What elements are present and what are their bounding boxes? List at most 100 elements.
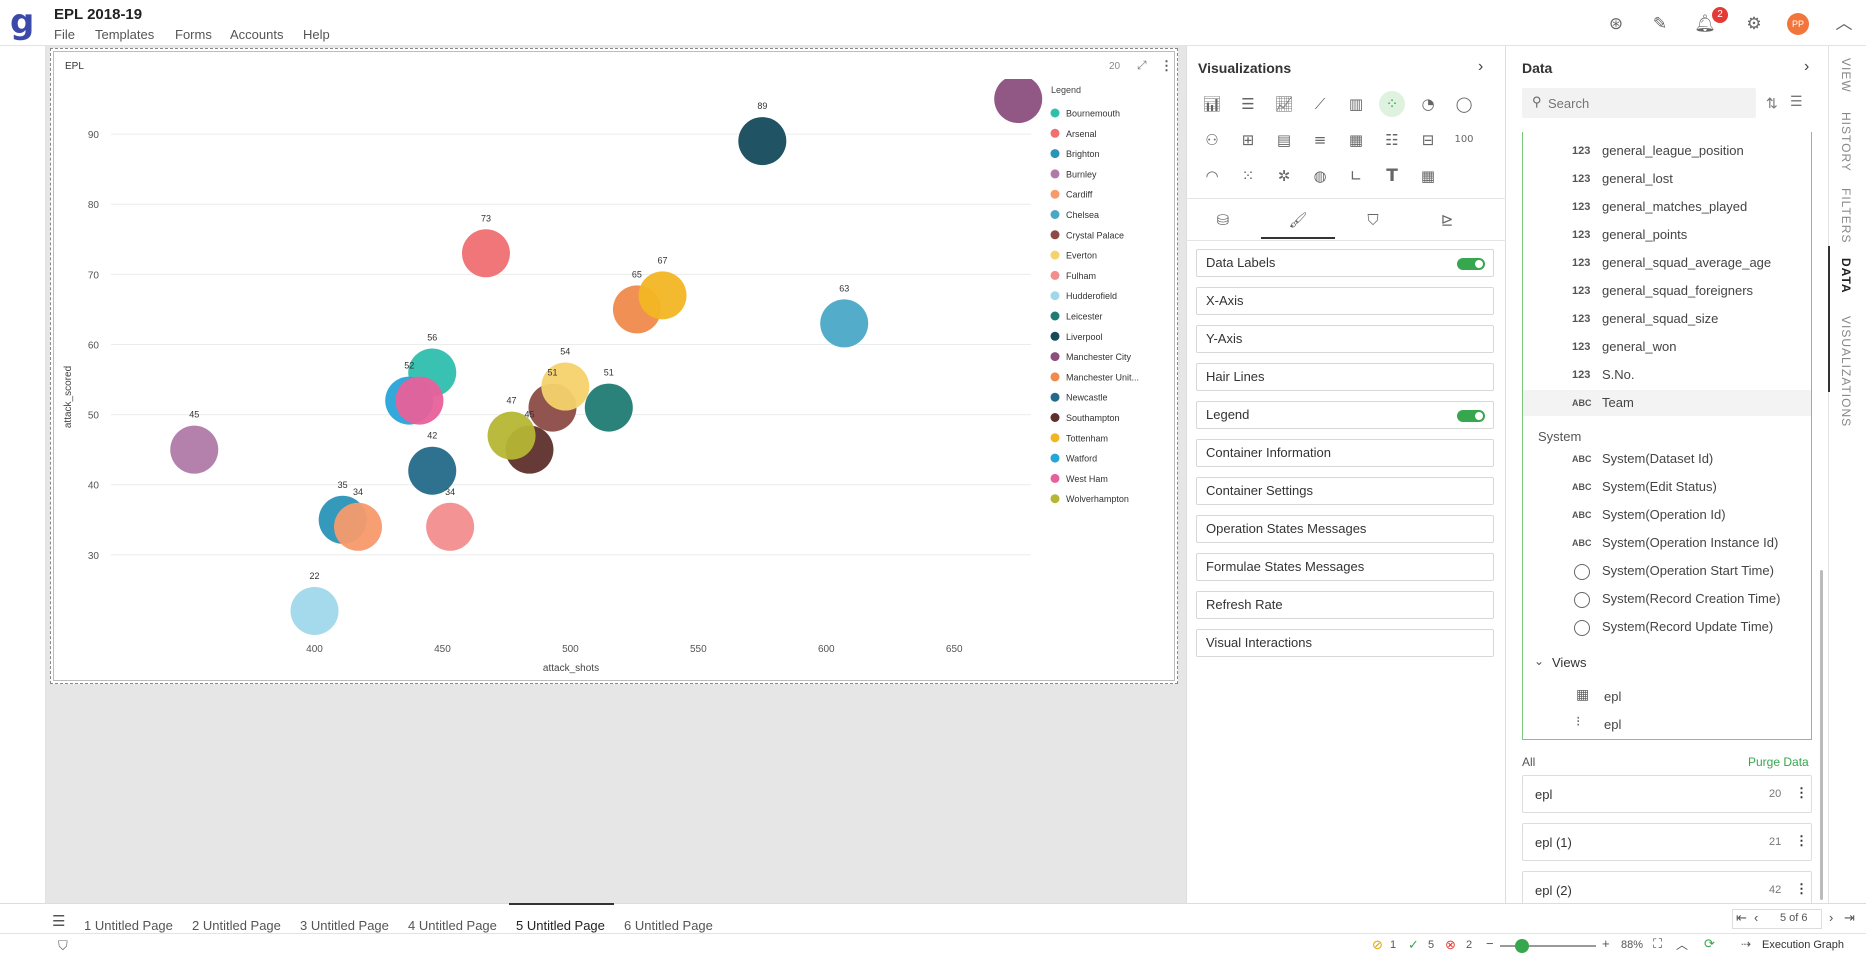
list-options-icon[interactable]: ☰ [1790,93,1803,109]
system-field-item[interactable]: System(Operation Start Time) [1602,563,1774,578]
first-page-icon[interactable]: ⇤ [1736,910,1747,925]
view-item-table[interactable]: epl [1604,689,1622,704]
execution-graph-label[interactable]: Execution Graph [1762,939,1844,951]
paint-brush-icon[interactable]: 🖌︎ [1288,211,1308,229]
menu-accounts[interactable]: Accounts [230,27,284,42]
line-chart-icon[interactable]: 📈︎ [1274,95,1294,113]
status-chevron-up-icon[interactable]: ︿ [1676,938,1689,952]
last-page-icon[interactable]: ⇥ [1844,910,1855,925]
bubble-arsenal[interactable] [461,229,510,278]
prop-row-operation-states-messages[interactable]: Operation States Messages [1196,515,1494,543]
conditional-format-icon[interactable]: ⊵ [1440,211,1454,229]
tab-data[interactable]: DATA [1839,258,1853,294]
data-chevron-right-icon[interactable]: › [1804,58,1810,75]
funnel-list-icon[interactable]: ≡ [1313,131,1327,149]
prop-row-refresh-rate[interactable]: Refresh Rate [1196,591,1494,619]
warning-icon[interactable]: ⊘ [1372,937,1383,952]
page-tab-6[interactable]: 6 Untitled Page [624,918,713,933]
bubble-leicester[interactable] [584,383,633,432]
field-item[interactable]: Team [1602,395,1634,410]
dataset-more-icon[interactable]: ⋮ [1795,881,1808,896]
legend-entry[interactable]: Newcastle [1066,393,1108,403]
page-tab-5[interactable]: 5 Untitled Page [516,918,605,933]
bubble-liverpool[interactable] [738,117,787,166]
view-item-scatter[interactable]: epl [1604,717,1622,732]
system-field-item[interactable]: System(Dataset Id) [1602,451,1714,466]
prop-row-data-labels[interactable]: Data Labels [1196,249,1494,277]
field-item[interactable]: S.No. [1602,367,1635,382]
bubble-chelsea[interactable] [820,299,869,348]
menu-help[interactable]: Help [303,27,330,42]
donut-chart-icon[interactable]: ◯ [1455,95,1473,113]
legend-entry[interactable]: Cardiff [1066,190,1093,200]
prop-row-legend[interactable]: Legend [1196,401,1494,429]
legend-entry[interactable]: Arsenal [1066,129,1097,139]
status-filter-icon[interactable]: ⛉ [58,938,68,953]
purge-data-link[interactable]: Purge Data [1748,755,1809,769]
expand-icon[interactable]: ⤢ [1137,58,1147,72]
bubble-icon[interactable]: ⚇ [1205,131,1219,149]
legend-entry[interactable]: Manchester City [1066,352,1132,362]
combo-chart-icon[interactable]: ⟋ [1314,95,1326,113]
page-tab-3[interactable]: 3 Untitled Page [300,918,389,933]
bubble-tottenham[interactable] [638,271,687,320]
system-field-item[interactable]: System(Record Creation Time) [1602,591,1781,606]
tab-filters[interactable]: FILTERS [1839,188,1853,244]
chart-more-icon[interactable]: ⋮ [1160,58,1173,73]
toggle-switch[interactable] [1457,410,1485,422]
page-tab-2[interactable]: 2 Untitled Page [192,918,281,933]
zoom-in-icon[interactable]: + [1602,936,1610,951]
field-item[interactable]: general_squad_average_age [1602,255,1772,270]
prop-row-hair-lines[interactable]: Hair Lines [1196,363,1494,391]
legend-entry[interactable]: Watford [1066,454,1097,464]
field-item[interactable]: general_squad_foreigners [1602,283,1754,298]
avatar[interactable]: PP [1787,13,1809,35]
tiles-icon[interactable]: ⊟ [1421,131,1435,149]
prop-row-formulae-states-messages[interactable]: Formulae States Messages [1196,553,1494,581]
execution-graph-icon[interactable]: ⇢ [1741,937,1752,951]
legend-entry[interactable]: Leicester [1066,312,1103,322]
bubble-hudderofield[interactable] [290,586,339,635]
legend-entry[interactable]: Burnley [1066,169,1097,179]
menu-file[interactable]: File [54,27,75,42]
legend-entry[interactable]: Southampton [1066,413,1120,423]
horizontal-bar-icon[interactable]: ☰ [1241,95,1255,113]
error-icon[interactable]: ⊗ [1445,937,1456,952]
fit-screen-icon[interactable]: ⛶ [1653,936,1663,951]
field-item[interactable]: general_points [1602,227,1688,242]
prop-row-x-axis[interactable]: X-Axis [1196,287,1494,315]
prop-row-visual-interactions[interactable]: Visual Interactions [1196,629,1494,657]
views-chevron-icon[interactable]: ⌄ [1534,654,1545,668]
prop-row-container-information[interactable]: Container Information [1196,439,1494,467]
field-item[interactable]: general_won [1602,339,1677,354]
tab-history[interactable]: HISTORY [1839,112,1853,172]
next-page-icon[interactable]: › [1829,910,1834,925]
kpi-100-icon[interactable]: 100 [1454,134,1474,145]
page-tab-4[interactable]: 4 Untitled Page [408,918,497,933]
menu-forms[interactable]: Forms [175,27,212,42]
search-input[interactable] [1548,93,1748,113]
dataset-more-icon[interactable]: ⋮ [1795,785,1808,800]
field-item[interactable]: general_league_position [1602,143,1744,158]
bubble-burnley[interactable] [170,425,219,474]
system-field-item[interactable]: System(Operation Id) [1602,507,1726,522]
axis-chart-icon[interactable]: ∟ [1349,167,1363,185]
zoom-slider-handle[interactable] [1515,939,1529,953]
dataset-card[interactable]: epl (1) 21 ⋮ [1522,823,1812,861]
chevron-up-icon[interactable]: ︿ [1835,14,1853,33]
prop-row-y-axis[interactable]: Y-Axis [1196,325,1494,353]
bell-icon[interactable]: 🔔︎ [1694,14,1716,33]
legend-entry[interactable]: Bournemouth [1066,109,1120,119]
share-icon[interactable]: ⊛ [1608,14,1624,33]
field-item[interactable]: general_lost [1602,171,1673,186]
system-field-item[interactable]: System(Operation Instance Id) [1602,535,1779,550]
bubble-fulham[interactable] [426,502,475,551]
column-chart-icon[interactable]: ▥ [1348,95,1364,113]
tab-view[interactable]: VIEW [1839,58,1853,93]
globe-icon[interactable]: ◍ [1313,167,1327,185]
system-field-item[interactable]: System(Record Update Time) [1602,619,1774,634]
filter-icon[interactable]: ⛉ [1367,211,1379,229]
bubble-wolverhampton[interactable] [487,411,536,460]
pages-menu-icon[interactable]: ☰ [52,913,66,930]
bubble-newcastle[interactable] [408,446,457,495]
